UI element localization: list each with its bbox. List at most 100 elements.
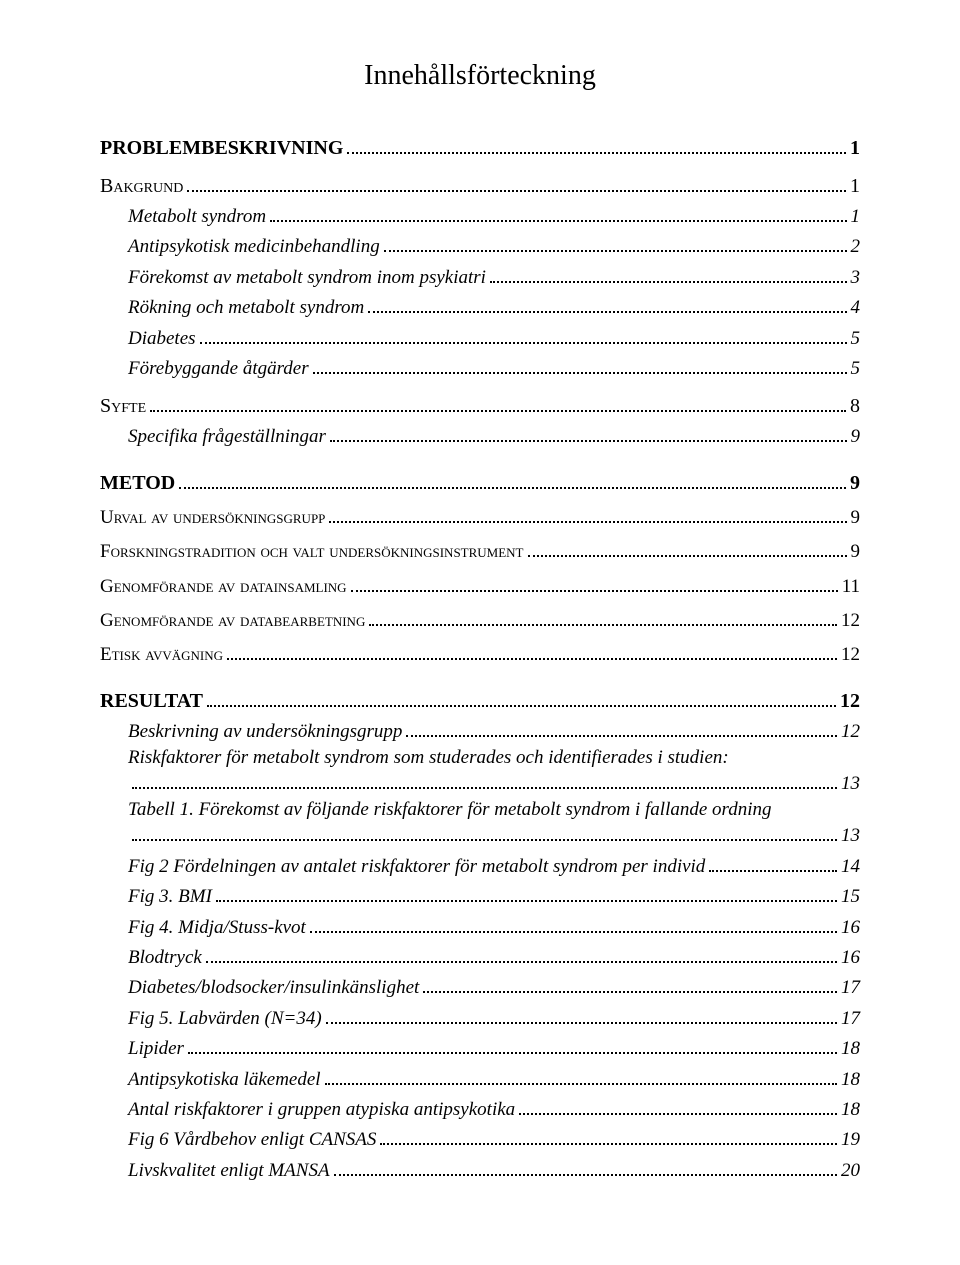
toc-page-number: 14 — [841, 852, 860, 882]
toc-leader-dots — [206, 946, 837, 963]
toc-leader-dots — [330, 425, 847, 442]
toc-entry: Etisk avvägning 12 — [100, 640, 860, 670]
toc-entry: Antal riskfaktorer i gruppen atypiska an… — [128, 1095, 860, 1125]
toc-page-number: 9 — [850, 467, 860, 499]
toc-label: Diabetes — [128, 324, 196, 354]
toc-entry: Diabetes/blodsocker/insulinkänslighet 17 — [128, 973, 860, 1003]
toc-label: Antipsykotiska läkemedel — [128, 1065, 321, 1095]
toc-leader-dots — [227, 643, 837, 660]
toc-entry: Fig 3. BMI15 — [128, 882, 860, 912]
toc-page-number: 12 — [840, 685, 860, 717]
toc-leader-dots — [384, 235, 847, 252]
toc-entry: Bakgrund 1 — [100, 170, 860, 202]
toc-page-number: 12 — [841, 717, 860, 747]
toc-entry: Fig 2 Fördelningen av antalet riskfaktor… — [128, 852, 860, 882]
toc-page-number: 19 — [841, 1125, 860, 1155]
toc-entry: METOD9 — [100, 467, 860, 499]
toc-page-number: 2 — [851, 232, 861, 262]
toc-page-number: 13 — [841, 769, 860, 799]
toc-leader-dots — [270, 205, 846, 222]
toc-page-number: 3 — [851, 263, 861, 293]
toc-leader-dots — [310, 916, 837, 933]
toc-page-number: 16 — [841, 913, 860, 943]
toc-leader-dots — [325, 1068, 837, 1085]
toc-entry: Fig 6 Vårdbehov enligt CANSAS 19 — [128, 1125, 860, 1155]
toc-leader-dots — [368, 296, 846, 313]
toc-label: Fig 3. BMI — [128, 882, 212, 912]
toc-page-number: 12 — [841, 606, 860, 636]
toc-leader-dots — [187, 174, 846, 192]
toc-label: RESULTAT — [100, 685, 203, 717]
toc-page-number: 18 — [841, 1095, 860, 1125]
toc-label: Diabetes/blodsocker/insulinkänslighet — [128, 973, 419, 1003]
toc-leader-dots — [528, 540, 847, 557]
toc-leader-dots — [329, 506, 846, 523]
toc-label: Rökning och metabolt syndrom — [128, 293, 364, 323]
toc-label: Fig 5. Labvärden (N=34) — [128, 1004, 322, 1034]
toc-label: PROBLEMBESKRIVNING — [100, 132, 343, 164]
toc-page-number: 9 — [851, 537, 861, 567]
toc-entry: Beskrivning av undersökningsgrupp 12 — [128, 717, 860, 747]
toc-entry: Blodtryck 16 — [128, 943, 860, 973]
toc-entry: PROBLEMBESKRIVNING 1 — [100, 132, 860, 164]
toc-page-number: 13 — [841, 821, 860, 851]
toc-page-number: 18 — [841, 1065, 860, 1095]
toc-label: Syfte — [100, 390, 146, 422]
toc-page-number: 16 — [841, 943, 860, 973]
toc-label: Fig 2 Fördelningen av antalet riskfaktor… — [128, 852, 705, 882]
toc-leader-dots — [709, 855, 837, 872]
page-title: Innehållsförteckning — [100, 60, 860, 92]
toc-label: Riskfaktorer för metabolt syndrom som st… — [128, 747, 860, 769]
toc-page-number: 12 — [841, 640, 860, 670]
toc-entry: Genomförande av databearbetning 12 — [100, 606, 860, 636]
toc-entry: Fig 5. Labvärden (N=34) 17 — [128, 1004, 860, 1034]
toc-page-number: 18 — [841, 1034, 860, 1064]
toc-label: Fig 6 Vårdbehov enligt CANSAS — [128, 1125, 376, 1155]
toc-label: Blodtryck — [128, 943, 202, 973]
toc-page-number: 4 — [851, 293, 861, 323]
toc-entry: Tabell 1. Förekomst av följande riskfakt… — [128, 799, 860, 851]
toc-leader-dots — [347, 136, 846, 154]
toc-leader-dots — [188, 1037, 837, 1054]
toc-leader-dots — [519, 1098, 837, 1115]
toc-label: Beskrivning av undersökningsgrupp — [128, 717, 402, 747]
toc-page-number: 9 — [851, 422, 861, 452]
toc-page-number: 9 — [851, 503, 861, 533]
toc-leader-dots — [216, 885, 837, 902]
toc-leader-dots — [150, 394, 846, 412]
toc-page-number: 1 — [851, 202, 861, 232]
toc-label: Metabolt syndrom — [128, 202, 266, 232]
toc-leader-dots — [326, 1007, 837, 1024]
toc-entry: Genomförande av datainsamling11 — [100, 572, 860, 602]
toc-page-number: 20 — [841, 1156, 860, 1186]
toc-leader-dots — [132, 824, 837, 841]
toc-page-number: 1 — [850, 132, 860, 164]
toc-leader-dots — [132, 772, 837, 789]
toc-page-number: 17 — [841, 1004, 860, 1034]
toc-label: Förebyggande åtgärder — [128, 354, 309, 384]
toc-entry: Metabolt syndrom 1 — [128, 202, 860, 232]
toc-label: Urval av undersökningsgrupp — [100, 503, 325, 533]
toc-label: Tabell 1. Förekomst av följande riskfakt… — [128, 799, 860, 821]
toc-label: Antipsykotisk medicinbehandling — [128, 232, 380, 262]
toc-label: Antal riskfaktorer i gruppen atypiska an… — [128, 1095, 515, 1125]
toc-label: Bakgrund — [100, 170, 183, 202]
toc-label: Förekomst av metabolt syndrom inom psyki… — [128, 263, 486, 293]
toc-label: Genomförande av datainsamling — [100, 572, 347, 602]
toc-entry: Specifika frågeställningar9 — [128, 422, 860, 452]
toc-entry: Antipsykotisk medicinbehandling 2 — [128, 232, 860, 262]
toc-label: Fig 4. Midja/Stuss-kvot — [128, 913, 306, 943]
toc-page-number: 5 — [851, 324, 861, 354]
toc-entry: Lipider18 — [128, 1034, 860, 1064]
toc-label: Etisk avvägning — [100, 640, 223, 670]
toc-page-number: 17 — [841, 973, 860, 1003]
toc-page-number: 1 — [850, 170, 860, 202]
toc-leader-dots — [179, 471, 846, 489]
toc-leader-dots — [207, 689, 836, 707]
toc-leader-dots — [380, 1128, 837, 1145]
toc-entry: Livskvalitet enligt MANSA20 — [128, 1156, 860, 1186]
table-of-contents: PROBLEMBESKRIVNING1Bakgrund1Metabolt syn… — [100, 132, 860, 1186]
toc-entry: Syfte8 — [100, 390, 860, 422]
toc-entry: Diabetes 5 — [128, 324, 860, 354]
toc-label: Genomförande av databearbetning — [100, 606, 365, 636]
